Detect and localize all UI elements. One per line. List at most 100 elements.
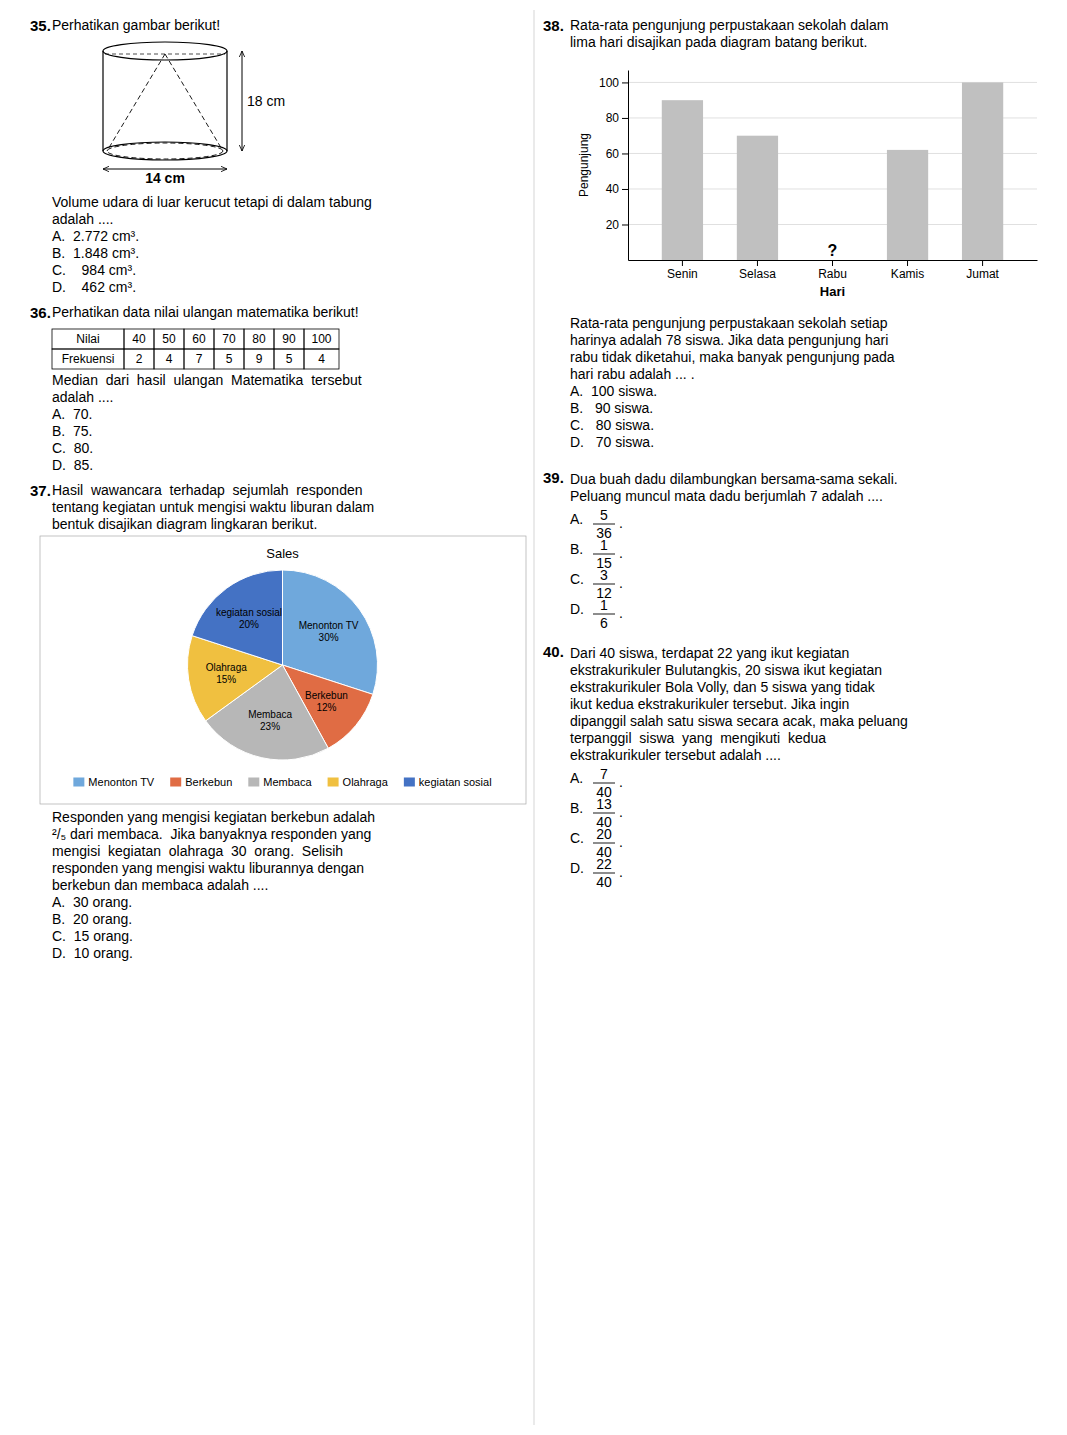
bar-chart: SeninSelasaRabuKamisJumat20406080100?Har… (577, 71, 1038, 299)
question-line: ikut kedua ekstrakurikuler tersebut. Jik… (570, 696, 849, 712)
option: B. 75. (52, 423, 92, 439)
question-line: bentuk disajikan diagram lingkaran berik… (52, 516, 317, 532)
legend-item: kegiatan sosial (404, 776, 492, 788)
y-tick-label: 40 (606, 182, 620, 196)
option-letter: B. (570, 800, 583, 816)
x-axis: SeninSelasaRabuKamisJumat (629, 260, 1038, 281)
x-tick-mark (757, 260, 758, 266)
option-letter: C. (570, 830, 584, 846)
left-column: 35.Perhatikan gambar berikut!18 cm14 cmV… (30, 17, 526, 961)
question-line: Dua buah dadu dilambungkan bersama-sama … (570, 471, 898, 487)
question-line: ekstrakurikuler tersebut adalah .... (570, 747, 781, 763)
question-number: 40. (543, 643, 564, 660)
table-cell (154, 329, 184, 349)
question-line: harinya adalah 78 siswa. Jika data pengu… (570, 332, 888, 348)
table-cell (52, 329, 124, 349)
cylinder-top (103, 42, 227, 60)
table-cell (244, 329, 274, 349)
question-line: rabu tidak diketahui, maka banyak pengun… (570, 349, 895, 365)
question-line: hari rabu adalah ... . (570, 366, 695, 382)
bar (737, 136, 778, 260)
question-line: Rata-rata pengunjung perpustakaan sekola… (570, 315, 888, 331)
numerator: 3 (600, 567, 608, 583)
option: A. 2.772 cm³. (52, 228, 139, 244)
option-suffix: . (619, 864, 623, 880)
table-text: 5 (286, 352, 293, 366)
numerator: 5 (600, 507, 608, 523)
legend-item: Membaca (248, 776, 312, 788)
question-line: Peluang muncul mata dadu berjumlah 7 ada… (570, 488, 883, 504)
pie-chart: SalesMenonton TV30%Berkebun12%Membaca23%… (73, 546, 491, 788)
y-tick-label: 80 (606, 111, 620, 125)
table-cell (184, 349, 214, 369)
y-tick-label: 20 (606, 218, 620, 232)
table-cell (184, 329, 214, 349)
question-line: Hasil wawancara terhadap sejumlah respon… (52, 482, 363, 498)
question-line: ²/₅ dari membaca. Jika banyaknya respond… (52, 826, 371, 842)
denominator: 40 (596, 874, 612, 890)
table-cell (214, 329, 244, 349)
fraction-option: D.2240. (570, 856, 623, 890)
y-tick-label: 60 (606, 147, 620, 161)
question-line: Median dari hasil ulangan Matematika ter… (52, 372, 362, 388)
cylinder-side (102, 51, 103, 151)
fraction-option: C.312. (570, 567, 623, 601)
right-column: 38.Rata-rata pengunjung perpustakaan sek… (543, 17, 1038, 890)
option-suffix: . (619, 515, 623, 531)
option: D. 85. (52, 457, 93, 473)
x-tick-label: Selasa (739, 267, 776, 281)
legend-label: Olahraga (343, 776, 389, 788)
question-line: tentang kegiatan untuk mengisi waktu lib… (52, 499, 374, 515)
option: C. 80 siswa. (570, 417, 654, 433)
table-text: 5 (226, 352, 233, 366)
dimension-arrow (103, 169, 227, 170)
option: A. 100 siswa. (570, 383, 657, 399)
x-tick-label: Rabu (818, 267, 847, 281)
option: D. 10 orang. (52, 945, 133, 961)
cylinder-diagram: 18 cm14 cm (103, 42, 285, 186)
table-text: 4 (166, 352, 173, 366)
option-letter: D. (570, 601, 584, 617)
apex-line (105, 54, 225, 55)
fraction-option: B.1340. (570, 796, 623, 830)
slice-label: Olahraga (206, 662, 248, 673)
cylinder-side (226, 51, 227, 151)
y-tick: 60 (606, 147, 628, 161)
y-axis: 20 40 60 80 100 (599, 71, 629, 261)
option: B. 1.848 cm³. (52, 245, 139, 261)
question-line: terpanggil siswa yang mengikuti kedua (570, 730, 826, 746)
question-line: Responden yang mengisi kegiatan berkebun… (52, 809, 375, 825)
x-tick-mark (832, 260, 833, 266)
legend-swatch (248, 778, 259, 787)
pie-slices (187, 570, 377, 760)
y-tick: 100 (599, 76, 628, 90)
y-tick-label: 100 (599, 76, 619, 90)
table-text: 7 (196, 352, 203, 366)
table-cell (124, 349, 154, 369)
x-axis-title: Hari (820, 284, 845, 299)
option: A. 70. (52, 406, 92, 422)
question-number: 39. (543, 469, 564, 486)
fraction-option: A.536. (570, 507, 623, 541)
question-line: Volume udara di luar kerucut tetapi di d… (52, 194, 372, 210)
data-table: Nilai405060708090100Frekuensi2475954 (52, 329, 339, 369)
cone-side (107, 54, 165, 151)
question-line: Rata-rata pengunjung perpustakaan sekola… (570, 17, 888, 33)
chart-title: Sales (266, 546, 299, 561)
question-number: 36. (30, 304, 51, 321)
legend-item: Berkebun (170, 776, 232, 788)
x-tick-label: Kamis (891, 267, 924, 281)
bar (662, 100, 703, 260)
table-text: Nilai (76, 332, 99, 346)
data-label: 20% (239, 619, 259, 630)
question-line: lima hari disajikan pada diagram batang … (570, 34, 867, 50)
legend-swatch (170, 778, 181, 787)
table-cell (214, 349, 244, 369)
y-axis-line (628, 71, 629, 261)
data-label: 30% (319, 632, 339, 643)
page: 35.Perhatikan gambar berikut!18 cm14 cmV… (0, 0, 1067, 1435)
fraction-option: A.740. (570, 766, 623, 800)
question-line: responden yang mengisi waktu liburannya … (52, 860, 364, 876)
table-text: 60 (192, 332, 206, 346)
option-letter: B. (570, 541, 583, 557)
